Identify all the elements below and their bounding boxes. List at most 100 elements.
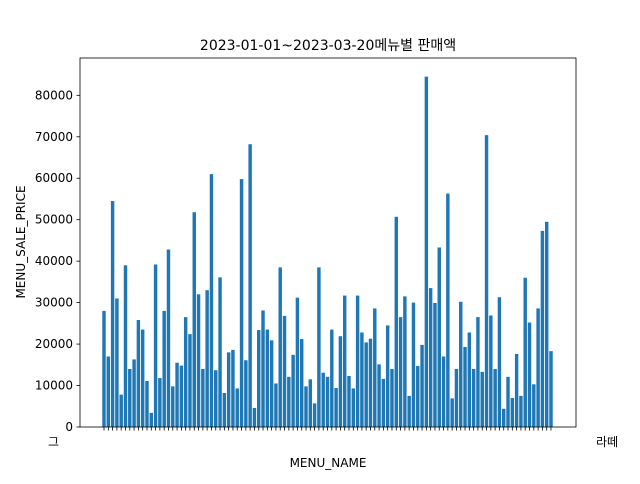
bar — [244, 360, 248, 427]
bar — [373, 308, 377, 427]
bar — [325, 376, 330, 427]
bar — [424, 76, 429, 427]
bar — [484, 135, 489, 427]
bar — [398, 317, 403, 427]
bar — [312, 403, 317, 427]
bar — [274, 383, 278, 427]
x-tick-label-first: 그 — [48, 435, 59, 449]
bar — [269, 340, 274, 427]
bar — [437, 247, 441, 427]
bar — [222, 393, 227, 427]
bar — [201, 368, 205, 427]
bar — [450, 398, 454, 427]
bar — [248, 144, 252, 428]
bar — [261, 310, 265, 427]
bar — [519, 395, 523, 427]
bar — [278, 267, 282, 427]
bar — [299, 339, 304, 427]
bar — [433, 303, 437, 427]
bar — [115, 298, 119, 427]
y-tick-label: 0 — [65, 420, 73, 434]
y-tick-label: 60000 — [35, 171, 73, 185]
bar — [106, 356, 111, 427]
y-tick-label: 10000 — [35, 379, 73, 393]
x-tick-label-last: 라떼 — [596, 435, 618, 449]
bar — [166, 249, 171, 427]
bar — [544, 221, 549, 427]
bar — [291, 354, 295, 427]
bar — [476, 317, 480, 427]
bar — [226, 352, 231, 427]
bar — [459, 301, 463, 427]
bar — [523, 277, 527, 427]
bar — [304, 386, 308, 427]
bar — [239, 179, 244, 427]
bar — [532, 384, 536, 427]
bar — [123, 265, 128, 427]
bar — [132, 359, 136, 427]
bar — [140, 329, 145, 427]
bar — [480, 371, 484, 427]
y-tick-label: 80000 — [35, 88, 73, 102]
bar — [428, 288, 433, 427]
bar — [128, 368, 132, 427]
bar — [295, 297, 300, 427]
bar — [136, 320, 141, 427]
y-axis-label: MENU_SALE_PRICE — [14, 185, 28, 298]
bar — [385, 325, 390, 427]
bar — [119, 394, 123, 427]
bar — [454, 368, 459, 427]
bar — [257, 329, 261, 427]
bar — [347, 376, 351, 427]
bar — [506, 376, 510, 427]
y-tick-label: 50000 — [35, 213, 73, 227]
chart-title: 2023-01-01~2023-03-20메뉴별 판매액 — [200, 38, 456, 54]
y-ticks-group: 0 10000 20000 30000 40000 50000 60000 70000 8000… — [35, 88, 80, 434]
bar — [179, 365, 184, 427]
bar — [342, 295, 347, 427]
bar — [338, 336, 343, 427]
bar — [489, 315, 493, 427]
bar — [377, 364, 381, 427]
bar — [497, 297, 502, 427]
y-tick-label: 40000 — [35, 254, 73, 268]
x-ticks-group — [103, 427, 552, 431]
bar — [205, 290, 209, 427]
plot-frame — [79, 57, 577, 428]
bar — [282, 315, 287, 427]
bar — [145, 380, 149, 427]
bar — [192, 212, 196, 427]
bar — [364, 342, 368, 427]
bar — [381, 378, 386, 427]
bar — [540, 230, 545, 427]
bar — [416, 366, 420, 427]
bar — [355, 295, 360, 427]
bar — [231, 349, 235, 427]
bar — [218, 277, 222, 427]
bar — [321, 372, 325, 427]
bar — [149, 412, 153, 427]
bar — [214, 370, 218, 427]
bar — [171, 386, 175, 427]
bar — [183, 317, 188, 427]
bar — [493, 368, 497, 427]
bar — [209, 174, 214, 427]
bar — [308, 379, 313, 427]
bar — [252, 407, 257, 427]
bar — [334, 388, 338, 427]
bar — [360, 332, 364, 427]
bar — [446, 193, 450, 427]
bar — [368, 338, 373, 427]
bar — [317, 267, 321, 427]
bar — [153, 264, 158, 427]
bar — [394, 216, 398, 427]
bars-group — [102, 76, 553, 428]
bar — [514, 354, 519, 427]
bar — [110, 201, 115, 427]
bar — [463, 346, 467, 427]
bar — [420, 344, 424, 427]
y-tick-label: 70000 — [35, 130, 73, 144]
bar — [403, 296, 407, 427]
bar — [265, 329, 270, 427]
